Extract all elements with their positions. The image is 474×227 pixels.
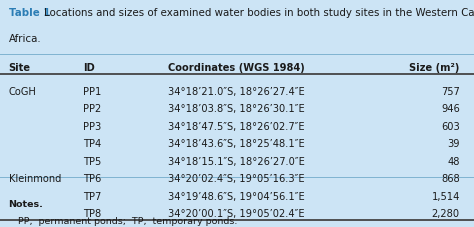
Text: 34°19’48.6″S, 19°04’56.1″E: 34°19’48.6″S, 19°04’56.1″E [168, 192, 305, 202]
Text: Size (m²): Size (m²) [410, 63, 460, 73]
Text: TP5: TP5 [83, 157, 101, 167]
Text: CoGH: CoGH [9, 87, 36, 97]
Text: 1,514: 1,514 [431, 192, 460, 202]
Text: 946: 946 [441, 104, 460, 114]
Text: TP8: TP8 [83, 209, 101, 219]
Text: 34°20’00.1″S, 19°05’02.4″E: 34°20’00.1″S, 19°05’02.4″E [168, 209, 305, 219]
Text: 34°18’21.0″S, 18°26’27.4″E: 34°18’21.0″S, 18°26’27.4″E [168, 87, 305, 97]
Text: 603: 603 [441, 122, 460, 132]
Text: Africa.: Africa. [9, 34, 41, 44]
Text: PP,  permanent ponds;  TP,  temporary ponds.: PP, permanent ponds; TP, temporary ponds… [18, 217, 237, 226]
Text: PP3: PP3 [83, 122, 101, 132]
Text: Locations and sizes of examined water bodies in both study sites in the Western : Locations and sizes of examined water bo… [44, 8, 474, 18]
Text: 34°18’43.6″S, 18°25’48.1″E: 34°18’43.6″S, 18°25’48.1″E [168, 139, 305, 149]
Text: 48: 48 [447, 157, 460, 167]
Text: 34°18’15.1″S, 18°26’27.0″E: 34°18’15.1″S, 18°26’27.0″E [168, 157, 305, 167]
Text: 34°20’02.4″S, 19°05’16.3″E: 34°20’02.4″S, 19°05’16.3″E [168, 174, 305, 184]
Text: Notes.: Notes. [9, 200, 44, 209]
Text: 2,280: 2,280 [432, 209, 460, 219]
Text: 868: 868 [441, 174, 460, 184]
Text: 39: 39 [447, 139, 460, 149]
Text: 757: 757 [441, 87, 460, 97]
Text: Coordinates (WGS 1984): Coordinates (WGS 1984) [168, 63, 305, 73]
Text: PP2: PP2 [83, 104, 101, 114]
Text: 34°18’03.8″S, 18°26’30.1″E: 34°18’03.8″S, 18°26’30.1″E [168, 104, 305, 114]
Text: PP1: PP1 [83, 87, 101, 97]
Text: ID: ID [83, 63, 95, 73]
Text: 34°18’47.5″S, 18°26’02.7″E: 34°18’47.5″S, 18°26’02.7″E [168, 122, 305, 132]
Text: Kleinmond: Kleinmond [9, 174, 61, 184]
Text: TP4: TP4 [83, 139, 101, 149]
Text: Table 1: Table 1 [9, 8, 50, 18]
Text: TP7: TP7 [83, 192, 101, 202]
Text: Site: Site [9, 63, 30, 73]
Text: TP6: TP6 [83, 174, 101, 184]
